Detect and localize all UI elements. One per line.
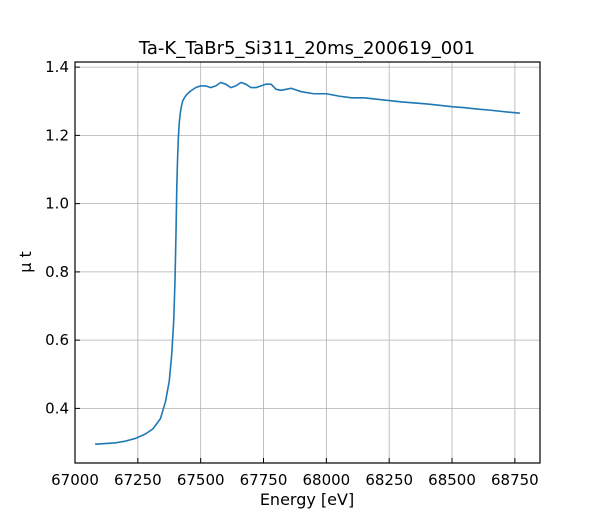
- y-tick-label: 0.6: [45, 331, 69, 349]
- x-tick-label: 67250: [114, 471, 162, 489]
- y-tick-label: 0.4: [45, 399, 69, 417]
- x-axis-label: Energy [eV]: [260, 490, 354, 509]
- y-tick-label: 1.2: [45, 126, 69, 144]
- series-group: [95, 81, 520, 446]
- y-tick-label: 1.4: [45, 58, 69, 76]
- x-tick-label: 67500: [177, 471, 225, 489]
- x-tick-label: 67750: [240, 471, 288, 489]
- x-tick-label: 68750: [491, 471, 539, 489]
- x-tick-label: 68500: [428, 471, 476, 489]
- series-line: [95, 81, 520, 446]
- x-tick-label: 68000: [302, 471, 350, 489]
- y-tick-label: 0.8: [45, 263, 69, 281]
- x-tick-label: 67000: [51, 471, 99, 489]
- x-axis-ticks: 67000 67250 67500 67750 68000 68250 68500 68750: [51, 458, 539, 489]
- y-axis-label: μ t: [16, 251, 35, 273]
- y-tick-label: 1.0: [45, 195, 69, 213]
- chart-title: Ta-K_TaBr5_Si311_20ms_200619_001: [138, 38, 475, 59]
- grid-lines: [74, 62, 540, 463]
- plot-frame: [74, 61, 541, 464]
- x-tick-label: 68250: [365, 471, 413, 489]
- y-axis-ticks: 0.4 0.6 0.8 1.0 1.2 1.4: [45, 58, 80, 417]
